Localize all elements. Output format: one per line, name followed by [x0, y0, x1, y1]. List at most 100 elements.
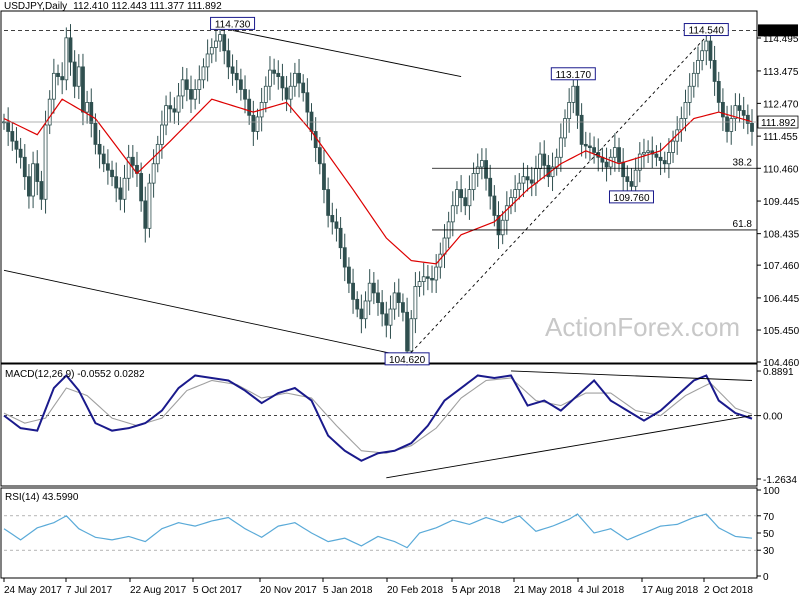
candle-body: [334, 221, 339, 229]
candle-body: [646, 150, 651, 153]
candle-body: [463, 197, 468, 207]
candle-body: [226, 50, 231, 68]
candle-body: [683, 102, 688, 119]
candle-body: [392, 292, 397, 310]
candle-body: [180, 79, 185, 97]
candle-body: [708, 40, 713, 61]
x-axis-tick-label: 17 Aug 2018: [642, 585, 699, 596]
candle-body: [467, 189, 472, 207]
current-price-label: 111.892: [761, 118, 796, 129]
rsi-axis-tick-label: 30: [763, 546, 775, 557]
candle-body: [51, 72, 56, 100]
macd-trendline: [386, 415, 753, 479]
candle-body: [733, 105, 738, 119]
macd-title: MACD(12,26,9) -0.0552 0.0282: [5, 369, 145, 380]
candle-body: [64, 37, 69, 81]
candle-body: [342, 247, 347, 268]
candle-body: [741, 110, 746, 116]
macd-axis-tick-label: -1.2634: [763, 475, 797, 486]
symbol-text: USDJPY,Daily: [4, 1, 67, 12]
candle-body: [612, 147, 617, 158]
price-annotation-box: [384, 352, 430, 366]
candle-body: [60, 76, 65, 81]
candle-body: [450, 205, 455, 223]
price-axis-tick-label: 110.460: [763, 164, 799, 175]
price-axis-tick-label: 113.475: [763, 67, 799, 78]
price-axis-tick-label: 111.455: [763, 132, 798, 143]
macd-trendline: [510, 370, 753, 381]
candle-body: [621, 161, 626, 178]
watermark: ActionForex.com: [545, 312, 740, 342]
candle-body: [276, 72, 281, 77]
candle-body: [234, 72, 239, 81]
candle-body: [608, 156, 613, 168]
candle-body: [517, 182, 522, 190]
current-price-box: [757, 115, 799, 129]
price-axis-tick-label: 106.445: [763, 294, 800, 305]
candle-body: [376, 292, 380, 303]
macd-axis-tick-label: 0.00: [763, 412, 783, 423]
candle-body: [230, 66, 235, 74]
price-axis-tick-label: 104.460: [763, 358, 800, 369]
candle-body: [251, 114, 256, 132]
candle-body: [27, 176, 31, 197]
x-axis-tick-label: 22 Aug 2017: [130, 585, 187, 596]
x-axis-tick-label: 2 Oct 2018: [704, 585, 753, 596]
candle-body: [292, 72, 297, 87]
candle-body: [305, 92, 310, 113]
candle-body: [712, 60, 717, 82]
price-axis-highlight: [758, 24, 798, 37]
candle-body: [147, 182, 152, 229]
price-axis-tick-label: 109.445: [763, 197, 800, 208]
candle-body: [529, 179, 534, 184]
candle-body: [56, 72, 60, 77]
candle-body: [430, 277, 434, 281]
candle-body: [513, 189, 518, 199]
candle-body: [263, 85, 268, 103]
candle-body: [243, 89, 247, 100]
candle-body: [750, 122, 754, 132]
candle-body: [18, 148, 23, 158]
candle-body: [500, 219, 505, 236]
candle-body: [583, 143, 588, 147]
candle-body: [14, 140, 19, 150]
candle-body: [737, 105, 742, 111]
candle-body: [525, 176, 530, 181]
x-axis-tick-label: 7 Jul 2017: [66, 585, 113, 596]
candle-body: [617, 147, 621, 163]
price-panel: 38.2 61.8 114.730 114.540 113.170 109.760 104.…: [2, 16, 757, 366]
candle-body: [363, 300, 368, 320]
candle-body: [729, 118, 734, 132]
candle-body: [184, 79, 189, 90]
candle-body: [546, 164, 551, 178]
candle-body: [297, 72, 301, 84]
candle-body: [89, 102, 94, 124]
price-axis-tick-label: 114.495: [763, 34, 799, 45]
rsi-title: RSI(14) 43.5990: [5, 492, 79, 503]
candle-body: [93, 122, 98, 145]
candle-body: [479, 160, 484, 168]
candle-body: [542, 153, 547, 166]
candle-body: [662, 160, 667, 165]
macd-axis-tick-label: 0.8891: [763, 367, 794, 378]
candle-body: [322, 163, 326, 190]
candle-body: [704, 40, 709, 52]
candle-body: [384, 313, 389, 326]
candle-body: [130, 156, 135, 166]
x-axis-tick-label: 24 May 2017: [4, 585, 62, 596]
candle-body: [10, 131, 15, 142]
price-trendline: [406, 36, 707, 358]
candle-body: [6, 121, 11, 132]
candle-body: [563, 118, 567, 139]
candle-body: [214, 40, 218, 48]
candle-body: [85, 102, 90, 113]
candle-body: [629, 181, 634, 187]
candle-body: [122, 177, 127, 200]
x-axis-tick-label: 5 Apr 2018: [452, 585, 501, 596]
candle-body: [197, 79, 202, 90]
candle-body: [43, 124, 48, 200]
candle-body: [666, 152, 671, 165]
x-axis-tick-label: 20 Feb 2018: [387, 585, 444, 596]
candle-body: [172, 108, 177, 113]
